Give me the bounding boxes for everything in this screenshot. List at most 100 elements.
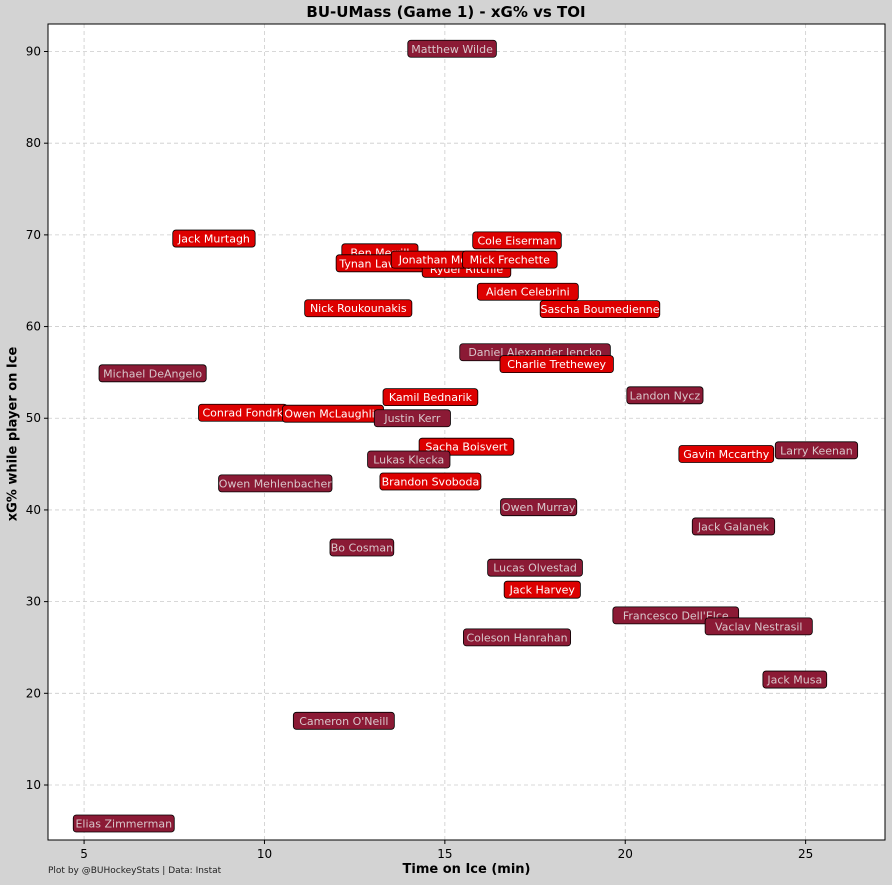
plot-area bbox=[48, 24, 885, 840]
chart-title: BU-UMass (Game 1) - xG% vs TOI bbox=[306, 3, 586, 21]
player-label-box bbox=[72, 814, 175, 833]
player-label: Conrad Fondrk bbox=[202, 407, 283, 420]
player-label: Kamil Bednarik bbox=[389, 391, 473, 404]
player-label: Nick Roukounakis bbox=[310, 302, 407, 315]
x-tick-label: 25 bbox=[798, 847, 813, 861]
player-label-box bbox=[463, 628, 572, 647]
player-label-box bbox=[373, 409, 451, 428]
player-label: Owen Mehlenbacher bbox=[219, 477, 332, 490]
player-label-box bbox=[172, 229, 256, 248]
player-label: Lukas Klecka bbox=[373, 454, 444, 467]
y-tick-label: 40 bbox=[26, 503, 41, 517]
y-tick-label: 70 bbox=[26, 228, 41, 242]
grid-lines bbox=[48, 24, 885, 840]
player-point: Gavin Mccarthy bbox=[678, 445, 775, 463]
player-point: Jack Musa bbox=[762, 670, 828, 689]
player-label-box bbox=[626, 386, 704, 405]
player-point: Owen McLaughlin bbox=[282, 404, 384, 423]
player-label: Matthew Wilde bbox=[411, 43, 493, 56]
player-label: Brandon Svoboda bbox=[382, 476, 480, 489]
player-label-box bbox=[367, 450, 451, 469]
player-point: Lukas Klecka bbox=[367, 450, 451, 469]
player-label: Charlie Trethewey bbox=[507, 358, 606, 371]
player-point: Jack Galanek bbox=[691, 517, 776, 536]
x-tick-label: 5 bbox=[80, 847, 88, 861]
player-label: Cameron O'Neill bbox=[299, 715, 388, 728]
player-point: Elias Zimmerman bbox=[72, 814, 175, 833]
player-point: Mick Frechette bbox=[461, 250, 558, 269]
player-label: Justin Kerr bbox=[383, 412, 441, 425]
player-point: Larry Keenan bbox=[774, 441, 859, 460]
player-point: Kamil Bednarik bbox=[382, 388, 479, 407]
player-label: Jack Musa bbox=[766, 674, 822, 687]
x-axis-label: Time on Ice (min) bbox=[402, 862, 531, 877]
player-label: Vaclav Nestrasil bbox=[715, 620, 802, 633]
player-label: Aiden Celebrini bbox=[486, 286, 570, 299]
player-label: Landon Nycz bbox=[630, 389, 701, 402]
y-tick-label: 20 bbox=[26, 686, 41, 700]
player-label-box bbox=[379, 472, 482, 491]
player-point: Sascha Boumedienne bbox=[539, 300, 661, 319]
player-point: Lucas Olvestad bbox=[487, 558, 583, 577]
x-tick-label: 10 bbox=[257, 847, 272, 861]
player-label-box bbox=[472, 231, 562, 250]
player-point: Owen Mehlenbacher bbox=[218, 474, 333, 493]
y-tick-label: 50 bbox=[26, 411, 41, 425]
player-point: Conrad Fondrk bbox=[198, 403, 288, 422]
player-label-box bbox=[487, 558, 583, 577]
player-label-box bbox=[329, 538, 395, 557]
player-point: Brandon Svoboda bbox=[379, 472, 482, 491]
player-point: Cole Eiserman bbox=[472, 231, 562, 250]
x-tick-label: 20 bbox=[618, 847, 633, 861]
player-point: Bo Cosman bbox=[329, 538, 395, 557]
y-tick-label: 90 bbox=[26, 45, 41, 59]
player-label: Lucas Olvestad bbox=[493, 562, 577, 575]
player-label-box bbox=[774, 441, 859, 460]
player-label: Francesco Dell'Elce bbox=[623, 609, 729, 622]
player-point: Landon Nycz bbox=[626, 386, 704, 405]
player-label: Cole Eiserman bbox=[478, 234, 557, 247]
player-label-box bbox=[500, 498, 578, 517]
player-point: Nick Roukounakis bbox=[304, 299, 413, 318]
player-point: Matthew Wilde bbox=[407, 39, 497, 58]
player-point: Francesco Dell'Elce bbox=[612, 606, 740, 625]
player-label: Larry Keenan bbox=[780, 444, 853, 457]
player-label: Elias Zimmerman bbox=[75, 817, 172, 830]
player-label-box bbox=[762, 670, 828, 689]
player-label-box bbox=[503, 580, 581, 599]
player-label: Mick Frechette bbox=[470, 254, 550, 267]
player-point: Aiden Celebrini bbox=[476, 282, 579, 301]
player-label-box bbox=[218, 474, 333, 493]
y-tick-label: 60 bbox=[26, 320, 41, 334]
player-point: Charlie Trethewey bbox=[499, 355, 614, 374]
player-label: Michael DeAngelo bbox=[103, 367, 202, 380]
player-point: Coleson Hanrahan bbox=[463, 628, 572, 647]
x-tick-label: 15 bbox=[437, 847, 452, 861]
player-label-box bbox=[476, 282, 579, 301]
player-label-box bbox=[407, 39, 497, 58]
player-label-box bbox=[382, 388, 479, 407]
player-label: Owen McLaughlin bbox=[284, 408, 381, 421]
y-tick-label: 80 bbox=[26, 136, 41, 150]
credit-text: Plot by @BUHockeyStats | Data: Instat bbox=[48, 866, 222, 876]
player-label: Jack Murtagh bbox=[177, 233, 250, 246]
player-label: Sacha Boisvert bbox=[425, 441, 508, 454]
player-point: Jack Murtagh bbox=[172, 229, 256, 248]
plot-frame bbox=[47, 23, 886, 841]
player-label-box bbox=[304, 299, 413, 318]
player-point: Vaclav Nestrasil bbox=[704, 617, 813, 636]
player-label-box bbox=[292, 711, 395, 730]
player-label: Bo Cosman bbox=[331, 542, 393, 555]
player-label: Gavin Mccarthy bbox=[683, 448, 769, 461]
player-point: Justin Kerr bbox=[373, 409, 451, 428]
player-label-box bbox=[98, 364, 207, 383]
player-point: Jack Harvey bbox=[503, 580, 581, 599]
player-point: Owen Murray bbox=[500, 498, 578, 517]
player-label: Owen Murray bbox=[502, 501, 576, 514]
y-tick-label: 10 bbox=[26, 778, 41, 792]
player-label-box bbox=[499, 355, 614, 374]
player-label: Jack Galanek bbox=[697, 520, 770, 533]
y-axis-label: xG% while player on Ice bbox=[5, 346, 21, 522]
